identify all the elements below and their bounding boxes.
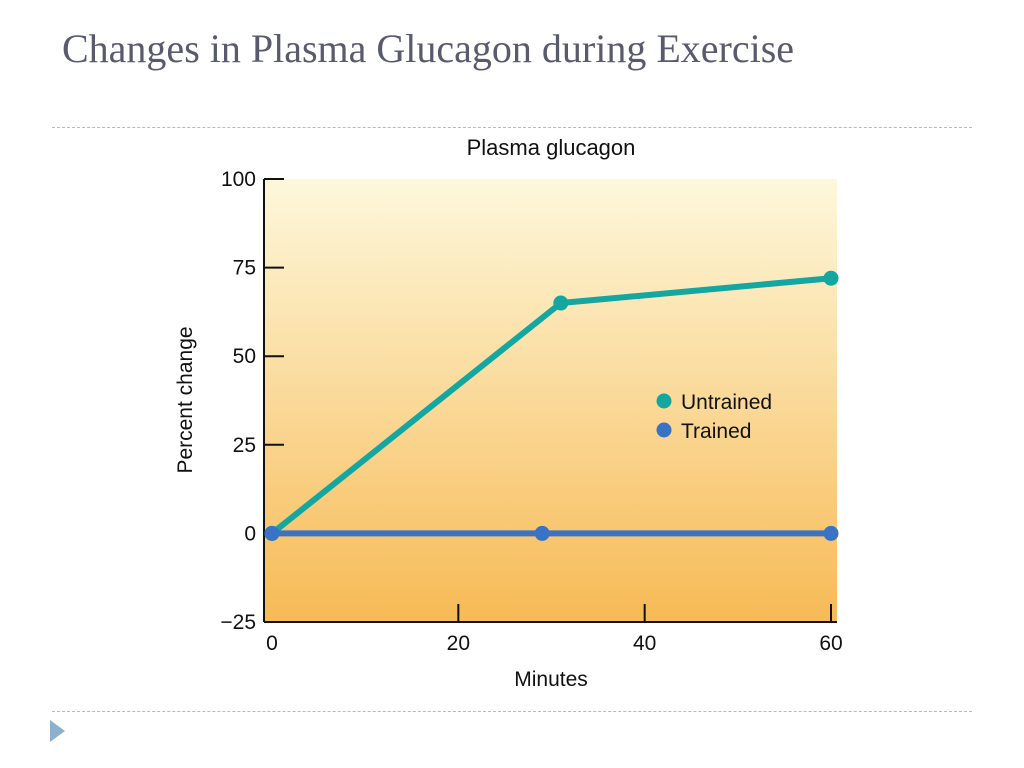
x-axis-label: Minutes <box>514 668 588 691</box>
data-point-untrained <box>823 270 839 286</box>
x-tick-label: 0 <box>266 632 278 655</box>
legend-label: Trained <box>681 420 751 443</box>
legend-marker-trained <box>656 422 672 438</box>
x-tick-label: 20 <box>447 632 470 655</box>
plot-background <box>264 179 837 622</box>
slide-title: Changes in Plasma Glucagon during Exerci… <box>62 26 795 71</box>
y-axis-label: Percent change <box>174 326 197 473</box>
y-tick-label: 0 <box>244 522 256 545</box>
y-tick-label: 25 <box>233 434 256 457</box>
legend-marker-untrained <box>656 393 672 409</box>
series-layer <box>264 270 839 541</box>
y-tick-label: 75 <box>233 257 256 280</box>
glucagon-chart: Plasma glucagon Percent change Minutes −… <box>174 135 843 691</box>
x-ticks: 0 20 40 60 <box>266 604 843 655</box>
legend: Untrained Trained <box>656 391 772 443</box>
data-point-trained <box>823 525 839 541</box>
y-tick-label: −25 <box>220 611 256 634</box>
legend-label: Untrained <box>681 391 772 414</box>
x-tick-label: 40 <box>633 632 656 655</box>
data-point-trained <box>534 525 550 541</box>
x-tick-label: 60 <box>819 632 842 655</box>
chart-title: Plasma glucagon <box>467 135 636 160</box>
data-point-trained <box>264 525 280 541</box>
bottom-divider <box>52 711 972 712</box>
y-tick-label: 100 <box>221 168 256 191</box>
top-divider <box>52 127 972 128</box>
y-tick-label: 50 <box>233 345 256 368</box>
next-slide-arrow-icon[interactable] <box>50 720 65 742</box>
data-point-untrained <box>553 295 569 311</box>
